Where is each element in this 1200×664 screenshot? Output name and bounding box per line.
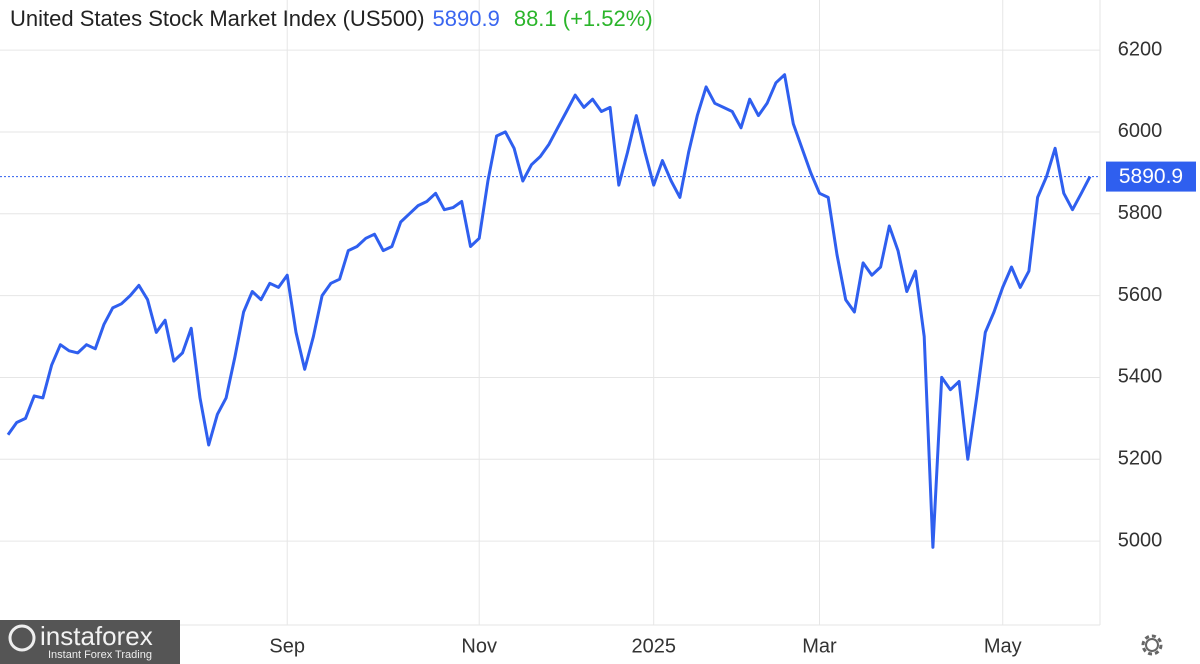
chart-title: United States Stock Market Index (US500)… — [10, 6, 653, 31]
price-text: 5890.9 — [433, 6, 500, 31]
gear-teeth — [1141, 634, 1163, 656]
price-line — [6, 73, 1092, 549]
x-tick-label: Sep — [269, 635, 305, 657]
y-tick-label: 6000 — [1118, 120, 1163, 142]
logo: instaforex Instant Forex Trading — [0, 620, 180, 664]
x-tick-label: May — [984, 635, 1022, 657]
settings-icon[interactable] — [1141, 634, 1163, 656]
logo-brand: instaforex — [40, 621, 153, 651]
y-tick-label: 5000 — [1118, 529, 1163, 551]
y-tick-label: 5600 — [1118, 284, 1163, 306]
x-tick-label: Mar — [802, 635, 837, 657]
gear-ring — [1145, 638, 1159, 652]
title-text: United States Stock Market Index (US500) — [10, 6, 425, 31]
x-tick-label: 2025 — [631, 635, 676, 657]
y-tick-label: 5800 — [1118, 202, 1163, 224]
plot: 5890.9 — [0, 73, 1196, 549]
logo-tagline: Instant Forex Trading — [48, 649, 152, 661]
y-tick-label: 5200 — [1118, 448, 1163, 470]
x-tick-label: Nov — [461, 635, 497, 657]
grid: 5000 5200 5400 5600 5800 6000 6200 Sep Nov 2025 Ma… — [0, 0, 1162, 657]
last-price-label: 5890.9 — [1119, 165, 1183, 188]
logo-icon — [8, 624, 36, 652]
y-tick-label: 6200 — [1118, 38, 1163, 60]
last-price-box — [1106, 161, 1196, 192]
y-tick-label: 5400 — [1118, 366, 1163, 388]
change-text: 88.1 (+1.52%) — [514, 6, 653, 31]
